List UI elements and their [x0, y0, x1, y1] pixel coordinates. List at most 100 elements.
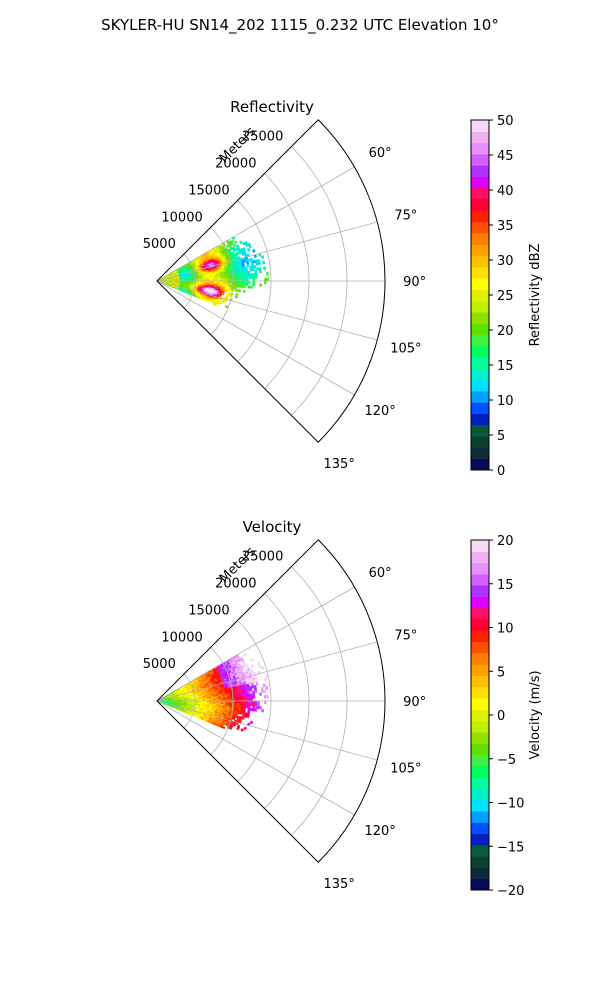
azimuth-line [156, 221, 378, 282]
radar-gate [229, 288, 233, 292]
colorbar: 0 5 10 15 20 25 30 35 40 45 50 Reflectivity dBZ [470, 114, 543, 479]
radar-gate [220, 277, 224, 280]
radar-gate [227, 696, 231, 700]
radar-gate [257, 261, 261, 266]
colorbar-swatch [471, 551, 489, 564]
colorbar-swatch [471, 731, 489, 744]
colorbar-swatch [471, 402, 489, 415]
radar-gate [247, 705, 251, 709]
colorbar-swatch [471, 607, 489, 620]
radar-gate [238, 696, 242, 700]
radar-gate [209, 697, 212, 700]
radar-gate [220, 697, 224, 700]
colorbar-swatch [471, 368, 489, 381]
colorbar-swatch [471, 153, 489, 166]
radar-gate [209, 277, 212, 280]
radar-gate [222, 277, 226, 280]
colorbar-swatch [471, 856, 489, 868]
colorbar-swatch [471, 619, 489, 631]
radar-gate [236, 276, 240, 280]
radar-gate [238, 276, 242, 280]
colorbar-tick-label: 35 [497, 219, 514, 234]
colorbar-swatch [471, 765, 489, 778]
colorbar-swatch [471, 357, 489, 369]
radar-gate [263, 689, 267, 693]
radar-gate [225, 282, 228, 285]
azimuth-tick-label: 105° [390, 762, 421, 777]
colorbar-label: Velocity (m/s) [528, 670, 543, 759]
radar-gate [225, 702, 228, 705]
colorbar-swatch [471, 596, 489, 609]
radar-gate [245, 271, 249, 275]
colorbar-swatch [471, 424, 489, 437]
azimuth-tick-label: 120° [364, 824, 395, 839]
radar-gate [242, 707, 246, 711]
radar-gate [251, 690, 255, 694]
radar-gate [207, 300, 211, 304]
radar-gate [248, 244, 252, 249]
range-tick-label: 15000 [188, 183, 229, 198]
colorbar-swatch [471, 822, 489, 835]
radar-gate [221, 300, 226, 304]
radar-gate [244, 268, 248, 272]
radar-gate [255, 682, 259, 686]
radar-gate [241, 716, 245, 720]
colorbar-swatch [471, 878, 489, 891]
colorbar-swatch [471, 187, 489, 200]
radar-gate [250, 703, 253, 707]
radar-gate [263, 695, 267, 699]
colorbar-swatch [471, 810, 489, 823]
radar-gate [265, 271, 269, 276]
azimuth-tick-label: 135° [324, 457, 355, 472]
radar-gate [249, 285, 253, 289]
colorbar-tick-label: −15 [497, 840, 524, 855]
radar-gate [238, 694, 242, 697]
azimuth-tick-label: 90° [403, 695, 426, 710]
colorbar: −20 −15 −10 −5 0 5 10 15 20 Velocity (m/s) [470, 534, 543, 899]
radar-gate [257, 700, 260, 704]
radar-field [156, 236, 269, 309]
radar-gate [247, 703, 251, 707]
radar-gate [224, 704, 228, 707]
radar-gate [265, 686, 269, 690]
colorbar-swatch [471, 562, 489, 575]
radar-gate [263, 677, 268, 682]
radar-gate [234, 274, 237, 278]
radar-gate [242, 689, 246, 693]
radar-gate [215, 277, 219, 280]
radar-gate [247, 695, 251, 699]
radar-gate [238, 274, 242, 277]
radar-gate [260, 686, 264, 691]
radar-gate [263, 280, 267, 285]
colorbar-tick-label: 30 [497, 254, 514, 269]
radar-gate [245, 703, 249, 707]
radar-gate [247, 690, 251, 695]
radar-gate [259, 706, 262, 710]
colorbar-tick-label: −5 [497, 753, 516, 768]
radar-gate [238, 702, 242, 706]
radar-gate [266, 694, 269, 699]
radar-gate [247, 273, 251, 277]
radar-gate [256, 706, 260, 710]
colorbar-swatch [471, 289, 489, 302]
colorbar-tick-label: 15 [497, 359, 514, 374]
azimuth-tick-label: 135° [324, 877, 355, 892]
colorbar-label: Reflectivity dBZ [528, 244, 543, 347]
radar-gate [246, 263, 250, 267]
radar-gate [242, 652, 247, 657]
range-tick-label: 10000 [161, 210, 202, 225]
radar-gate [232, 723, 236, 727]
chart-panel-1: Reflectivity500010000150002000025000Mete… [143, 98, 543, 479]
radar-gate [229, 274, 233, 278]
radar-gate [261, 708, 265, 713]
colorbar-swatch [471, 799, 489, 812]
colorbar-swatch [471, 788, 489, 801]
range-tick-label: 20000 [215, 157, 256, 172]
radar-gate [252, 275, 256, 279]
radar-gate [252, 249, 256, 253]
radar-gate [261, 689, 265, 694]
radar-gate [254, 272, 258, 277]
radar-gate [240, 691, 244, 695]
colorbar-swatch [471, 413, 489, 426]
radar-gate [215, 697, 219, 700]
